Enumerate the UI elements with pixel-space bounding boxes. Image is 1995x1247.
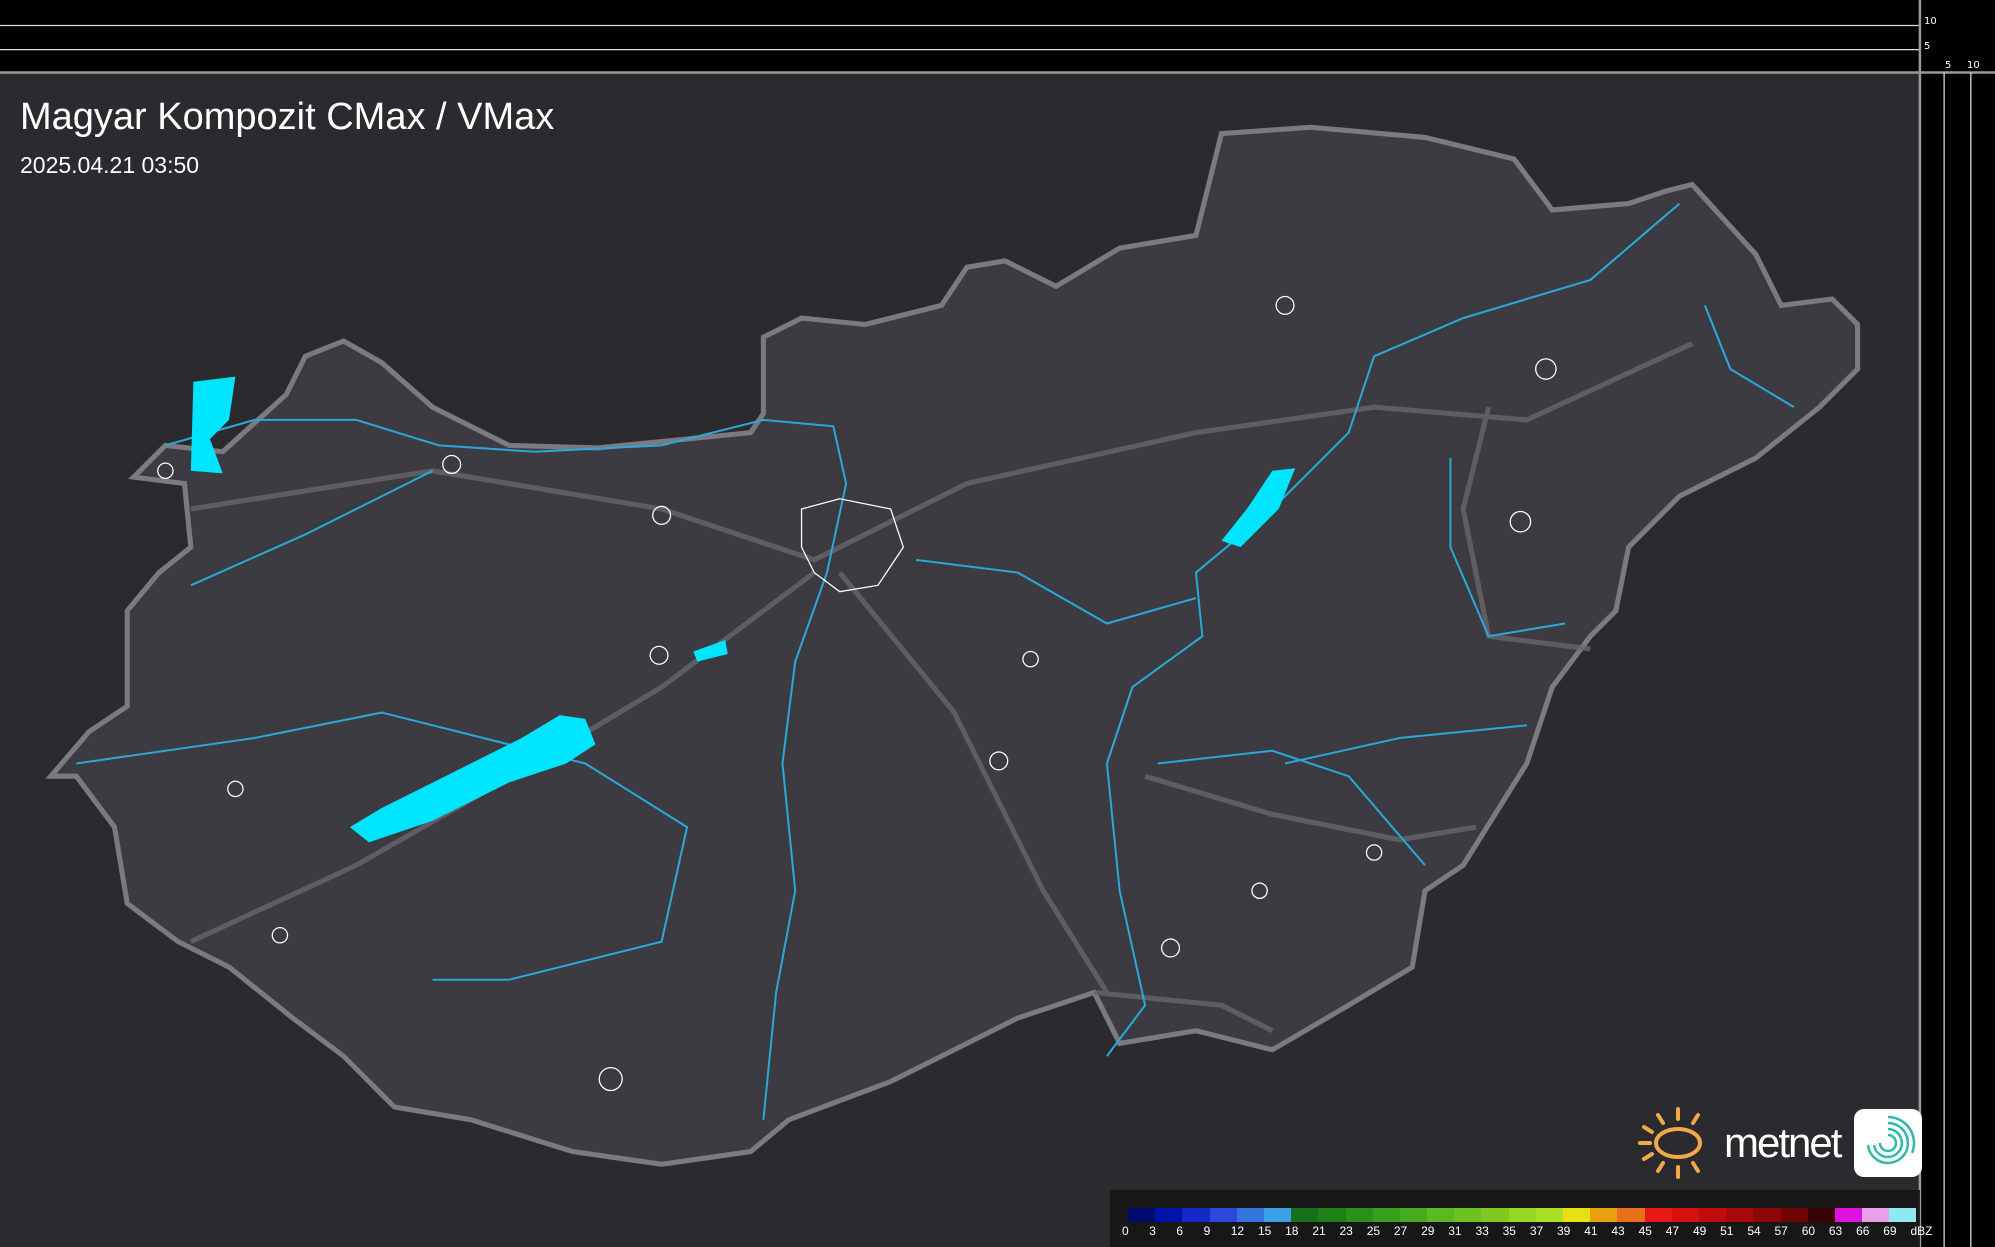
map-timestamp: 2025.04.21 03:50 bbox=[20, 152, 200, 178]
scale-label-vertical-10: 10 bbox=[1924, 16, 1937, 27]
legend-label: 33 bbox=[1475, 1224, 1489, 1238]
legend-swatch bbox=[1698, 1208, 1727, 1222]
legend-swatch bbox=[1889, 1208, 1917, 1222]
legend-swatch bbox=[1291, 1208, 1319, 1222]
legend-label: 41 bbox=[1584, 1224, 1598, 1238]
legend-swatch bbox=[1182, 1208, 1210, 1222]
lake-velence bbox=[693, 640, 728, 662]
budapest-outline bbox=[800, 498, 905, 593]
legend-swatch bbox=[1807, 1208, 1835, 1222]
scale-label-horizontal-10: 10 bbox=[1967, 60, 1980, 71]
legend-label: 23 bbox=[1339, 1224, 1353, 1238]
legend-label: 18 bbox=[1285, 1224, 1299, 1238]
legend-label: 47 bbox=[1665, 1224, 1680, 1238]
legend-swatch bbox=[1644, 1208, 1672, 1222]
legend-color-bar bbox=[1128, 1208, 1917, 1222]
legend-swatch bbox=[1128, 1208, 1156, 1222]
legend-label: 12 bbox=[1230, 1224, 1245, 1238]
legend-swatch bbox=[1372, 1208, 1400, 1222]
legend-swatch bbox=[1155, 1208, 1183, 1222]
legend-label: 9 bbox=[1203, 1224, 1211, 1238]
rivers bbox=[76, 202, 1795, 1120]
legend-label: 21 bbox=[1312, 1224, 1326, 1238]
legend-label: 39 bbox=[1557, 1224, 1571, 1238]
city-outlines bbox=[157, 295, 1557, 1092]
legend-swatch bbox=[1236, 1208, 1264, 1222]
legend-label: 45 bbox=[1638, 1224, 1652, 1238]
metnet-logo-text: metnet bbox=[1724, 1119, 1842, 1166]
dbz-color-legend: 0 3 6 9 12 15 18 21 23 25 27 29 31 33 35 37 39 41 43 45 47 49… bbox=[1110, 1190, 1932, 1247]
legend-label: 6 bbox=[1176, 1224, 1184, 1238]
hungary-country bbox=[45, 124, 1861, 1167]
legend-label: 0 bbox=[1122, 1224, 1129, 1238]
lake-tisza bbox=[1221, 468, 1296, 548]
metnet-logo: metnet bbox=[1636, 1103, 1923, 1183]
legend-swatch bbox=[1563, 1208, 1591, 1222]
metnet-app-icon bbox=[1854, 1109, 1923, 1177]
legend-swatch bbox=[1753, 1208, 1781, 1222]
legend-swatch bbox=[1590, 1208, 1618, 1222]
legend-swatch bbox=[1427, 1208, 1455, 1222]
legend-swatch bbox=[1617, 1208, 1645, 1222]
lakes bbox=[190, 376, 1296, 843]
legend-label: 60 bbox=[1801, 1224, 1816, 1238]
legend-swatch bbox=[1209, 1208, 1237, 1222]
legend-swatch bbox=[1726, 1208, 1754, 1222]
legend-swatch bbox=[1671, 1208, 1699, 1222]
legend-swatch bbox=[1318, 1208, 1346, 1222]
swirl-icon bbox=[1867, 1115, 1916, 1165]
sun-icon bbox=[1638, 1107, 1702, 1179]
legend-label: 3 bbox=[1149, 1224, 1156, 1238]
legend-label: 66 bbox=[1856, 1224, 1870, 1238]
legend-label: 63 bbox=[1828, 1224, 1843, 1238]
legend-label: 51 bbox=[1720, 1224, 1734, 1238]
map-title: Magyar Kompozit CMax / VMax bbox=[20, 96, 555, 138]
legend-label: 25 bbox=[1366, 1224, 1381, 1238]
legend-swatch bbox=[1508, 1208, 1536, 1222]
danube-river bbox=[165, 418, 848, 1120]
legend-label: 37 bbox=[1529, 1224, 1544, 1238]
legend-label: 43 bbox=[1611, 1224, 1625, 1238]
legend-label: 31 bbox=[1448, 1224, 1462, 1238]
legend-label: 29 bbox=[1421, 1224, 1435, 1238]
scale-label-vertical-5: 5 bbox=[1924, 41, 1931, 52]
legend-labels: 0 3 6 9 12 15 18 21 23 25 27 29 31 33 35 37 39 41 43 45 47 49… bbox=[1122, 1224, 1938, 1238]
tisza-river bbox=[1105, 202, 1681, 1057]
legend-unit: dBZ bbox=[1910, 1224, 1933, 1238]
legend-swatch bbox=[1780, 1208, 1808, 1222]
legend-label: 49 bbox=[1692, 1224, 1707, 1238]
legend-label: 27 bbox=[1393, 1224, 1408, 1238]
legend-swatch bbox=[1834, 1208, 1863, 1222]
lake-balaton bbox=[349, 715, 596, 843]
legend-label: 54 bbox=[1747, 1224, 1761, 1238]
lake-ferto bbox=[190, 376, 236, 474]
legend-label: 69 bbox=[1883, 1224, 1897, 1238]
legend-swatch bbox=[1481, 1208, 1509, 1222]
legend-swatch bbox=[1535, 1208, 1563, 1222]
legend-label: 35 bbox=[1502, 1224, 1516, 1238]
legend-label: 15 bbox=[1257, 1224, 1272, 1238]
legend-swatch bbox=[1263, 1208, 1292, 1222]
legend-swatch bbox=[1345, 1208, 1373, 1222]
scale-label-horizontal-5: 5 bbox=[1945, 60, 1952, 71]
legend-swatch bbox=[1454, 1208, 1482, 1222]
legend-swatch bbox=[1399, 1208, 1428, 1222]
legend-swatch bbox=[1862, 1208, 1890, 1222]
legend-label: 57 bbox=[1774, 1224, 1788, 1238]
